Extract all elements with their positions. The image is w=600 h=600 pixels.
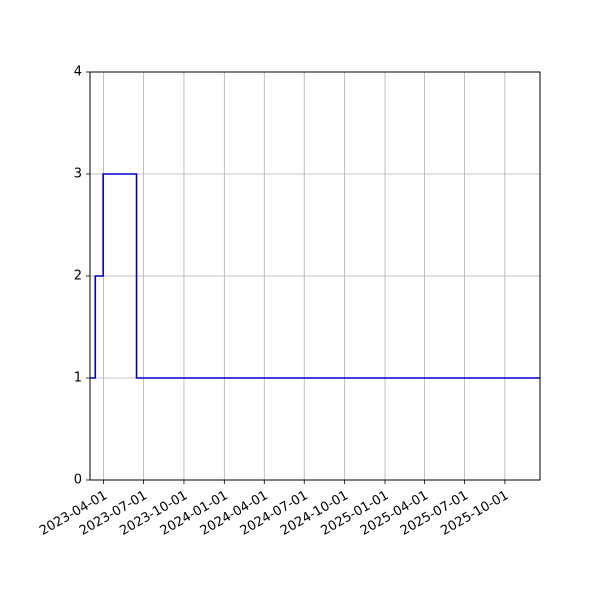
y-tick-label: 3 — [74, 167, 82, 182]
y-tick-label: 0 — [74, 473, 82, 488]
y-axis-ticks: 0 1 2 3 4 — [74, 65, 90, 488]
y-tick-label: 4 — [74, 65, 82, 80]
series-layer — [90, 173, 540, 379]
x-axis-ticks: 2023-04-012023-07-012023-10-012024-01-01… — [37, 480, 511, 539]
y-tick-label: 2 — [74, 269, 82, 284]
y-tick-label: 1 — [74, 371, 82, 386]
series-line — [90, 173, 540, 379]
grid — [90, 71, 540, 481]
